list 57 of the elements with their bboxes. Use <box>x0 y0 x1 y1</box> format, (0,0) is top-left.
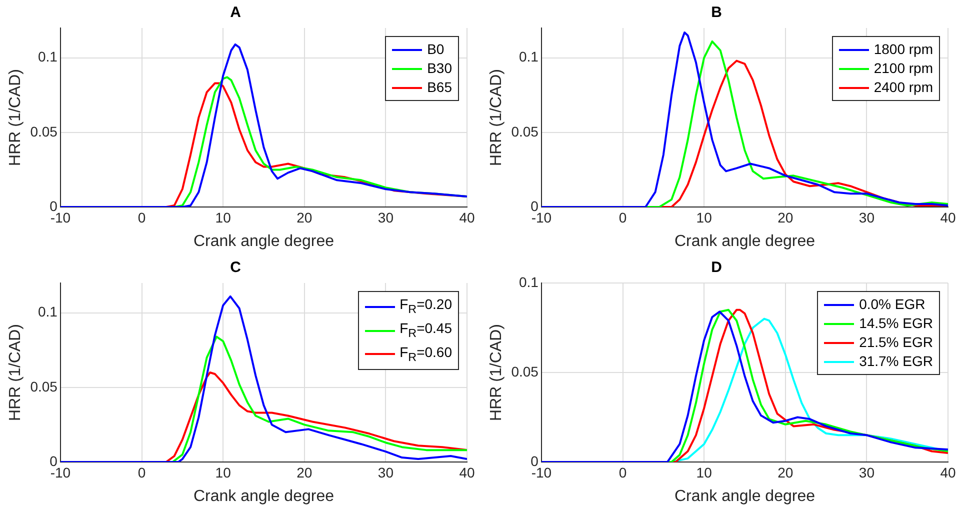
legend-label: F$_{R}$=0.45 <box>400 318 452 342</box>
y-tick-label: 0.1 <box>38 304 58 320</box>
y-tick-label: 0 <box>530 452 539 469</box>
chart-title: C <box>230 259 242 276</box>
y-axis-title: HRR (1/CAD) <box>488 69 506 166</box>
x-tick-label: 20 <box>778 464 794 480</box>
x-tick-label: 20 <box>296 209 312 226</box>
y-tick-label: 0.1 <box>518 48 539 65</box>
x-axis-title: Crank angle degree <box>674 488 816 505</box>
legend-label: F$_{R}$=0.20 <box>400 295 452 318</box>
y-tick-label: 0.05 <box>30 378 58 394</box>
x-tick-label: 30 <box>858 209 875 226</box>
legend-label: 1800 rpm <box>874 40 933 59</box>
y-tick-label: 0 <box>50 198 58 214</box>
legend-label: 2100 rpm <box>874 59 933 78</box>
x-tick-label: 0 <box>138 209 146 226</box>
legend-label: 31.7% EGR <box>859 352 933 371</box>
y-tick-label: 0.1 <box>38 48 58 65</box>
legend-label: F$_{R}$=0.60 <box>400 342 452 366</box>
chart-title: D <box>711 259 722 276</box>
y-tick-label: 0.05 <box>511 123 539 140</box>
legend-label: B30 <box>427 59 452 78</box>
x-tick-label: 10 <box>696 464 712 480</box>
x-tick-label: 0 <box>618 209 627 226</box>
x-tick-label: 20 <box>778 209 794 226</box>
x-tick-label: 10 <box>696 209 712 226</box>
y-tick-label: 0.1 <box>518 274 539 290</box>
legend-label: B65 <box>427 78 452 97</box>
x-tick-label: 40 <box>459 209 475 226</box>
x-tick-label: 30 <box>858 464 875 480</box>
x-tick-label: 0 <box>138 464 146 480</box>
y-tick-label: 0 <box>50 452 58 469</box>
y-tick-label: 0 <box>530 198 539 214</box>
legend-label: 2400 rpm <box>874 78 933 97</box>
x-tick-label: 10 <box>215 464 232 480</box>
y-axis-title: HRR (1/CAD) <box>7 324 24 421</box>
x-tick-label: 10 <box>215 209 232 226</box>
x-tick-label: 20 <box>296 464 312 480</box>
y-tick-label: 0.05 <box>30 123 58 140</box>
x-tick-label: 40 <box>940 464 956 480</box>
x-axis-title: Crank angle degree <box>193 488 334 505</box>
x-tick-label: 40 <box>459 464 475 480</box>
x-tick-label: 30 <box>378 209 394 226</box>
legend-label: 0.0% EGR <box>859 295 926 314</box>
legend-label: 14.5% EGR <box>859 314 933 333</box>
y-axis-title: HRR (1/CAD) <box>7 69 24 166</box>
y-tick-label: 0.05 <box>511 363 539 380</box>
chart-title: B <box>711 4 722 22</box>
legend-label: B0 <box>427 40 444 59</box>
x-axis-title: Crank angle degree <box>674 232 816 250</box>
x-axis-title: Crank angle degree <box>193 232 334 250</box>
x-tick-label: 30 <box>378 464 394 480</box>
legend-label: 21.5% EGR <box>859 333 933 352</box>
chart-title: A <box>230 4 242 22</box>
x-tick-label: 0 <box>618 464 627 480</box>
x-tick-label: 40 <box>940 209 956 226</box>
y-axis-title: HRR (1/CAD) <box>488 324 506 421</box>
